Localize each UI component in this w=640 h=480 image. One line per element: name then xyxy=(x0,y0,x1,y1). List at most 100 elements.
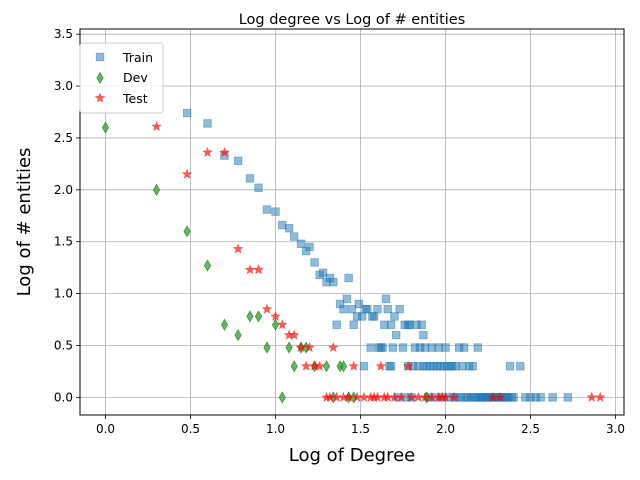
train-point xyxy=(391,330,401,340)
plot-area-background xyxy=(80,29,624,415)
train-point xyxy=(284,224,294,233)
train-point xyxy=(468,362,477,371)
train-point xyxy=(473,343,482,352)
train-point xyxy=(386,320,396,329)
train-point xyxy=(459,343,469,352)
train-point xyxy=(182,108,192,118)
legend-label-test: Test xyxy=(122,91,148,106)
train-point xyxy=(441,343,450,352)
train-point xyxy=(357,312,367,321)
x-tick-label: 1.0 xyxy=(266,422,285,436)
x-tick-label: 1.5 xyxy=(351,422,370,436)
y-tick-label: 0.0 xyxy=(54,390,73,404)
train-point xyxy=(509,393,518,402)
train-point xyxy=(383,304,392,314)
train-point xyxy=(262,205,272,214)
train-point xyxy=(271,207,280,216)
test-point xyxy=(202,146,213,158)
train-point xyxy=(318,268,328,278)
train-point xyxy=(332,320,341,329)
train-point xyxy=(378,343,387,352)
train-point xyxy=(245,174,255,183)
series-test xyxy=(151,120,606,402)
train-point xyxy=(305,242,314,252)
train-point xyxy=(373,304,382,314)
train-point xyxy=(363,304,372,314)
legend-marker-train xyxy=(95,52,105,62)
x-tick-label: 2.0 xyxy=(436,422,455,436)
legend-label-dev: Dev xyxy=(123,70,148,85)
train-point xyxy=(395,304,404,314)
dev-point xyxy=(220,318,229,331)
train-point xyxy=(329,277,338,287)
train-point xyxy=(349,320,358,329)
train-point xyxy=(516,362,525,371)
test-point xyxy=(219,146,230,158)
test-point xyxy=(494,391,506,402)
y-tick-label: 1.0 xyxy=(54,287,73,301)
train-point xyxy=(347,304,357,314)
test-point xyxy=(276,319,288,330)
dev-point xyxy=(285,341,293,354)
y-tick-label: 0.5 xyxy=(54,338,73,352)
dev-point xyxy=(254,310,263,323)
y-axis-label: Log of # entities xyxy=(14,148,35,297)
chart-title: Log degree vs Log of # entities xyxy=(239,12,466,28)
y-tick-label: 3.0 xyxy=(54,79,73,93)
y-tick-label: 1.5 xyxy=(54,235,73,249)
test-point xyxy=(151,120,162,132)
dev-point xyxy=(101,121,110,134)
dev-point xyxy=(263,341,271,354)
test-point xyxy=(348,360,360,371)
train-point xyxy=(289,232,299,241)
train-point xyxy=(390,312,399,321)
dev-point xyxy=(339,360,348,373)
x-tick-label: 0.5 xyxy=(181,422,200,436)
test-point xyxy=(594,391,606,402)
legend: Train Dev Test xyxy=(79,42,164,114)
train-point xyxy=(296,239,306,248)
test-point xyxy=(402,360,414,371)
test-point xyxy=(232,243,244,254)
y-tick-label: 3.5 xyxy=(54,27,73,41)
train-point xyxy=(563,393,573,402)
legend-label-train: Train xyxy=(122,50,153,65)
x-tick-label: 3.0 xyxy=(606,422,625,436)
test-point xyxy=(253,264,264,275)
test-point xyxy=(181,168,193,179)
train-point xyxy=(398,343,408,352)
train-point xyxy=(369,312,379,321)
dev-point xyxy=(290,360,298,373)
train-point xyxy=(359,362,369,371)
train-point xyxy=(310,258,319,267)
y-tick-label: 2.0 xyxy=(54,183,73,197)
train-point xyxy=(419,330,428,340)
train-point xyxy=(254,183,263,192)
ticks: 0.0 0.5 1.0 1.5 2.0 2.5 3.0 0.0 0.5 1.0 1.5 2.0 2.5 3… xyxy=(54,27,625,436)
dev-point xyxy=(152,183,161,196)
x-tick-label: 0.0 xyxy=(96,422,115,436)
train-point xyxy=(381,294,391,303)
plot-frame xyxy=(79,28,625,416)
legend-marker-dev xyxy=(96,71,104,85)
legend-marker-test xyxy=(94,92,106,103)
test-point xyxy=(304,341,315,353)
x-tick-label: 2.5 xyxy=(521,422,540,436)
test-point xyxy=(314,360,326,371)
train-point xyxy=(366,343,375,352)
train-point xyxy=(417,320,426,329)
train-point xyxy=(548,393,557,402)
train-point xyxy=(536,393,545,402)
train-point xyxy=(233,156,243,165)
train-point xyxy=(203,119,212,128)
train-point xyxy=(342,294,352,303)
dev-point xyxy=(246,310,254,323)
train-point xyxy=(505,362,515,371)
train-point xyxy=(339,304,348,314)
test-point xyxy=(261,303,273,314)
dev-point xyxy=(322,360,331,373)
dev-point xyxy=(234,329,242,342)
test-point xyxy=(375,360,387,371)
